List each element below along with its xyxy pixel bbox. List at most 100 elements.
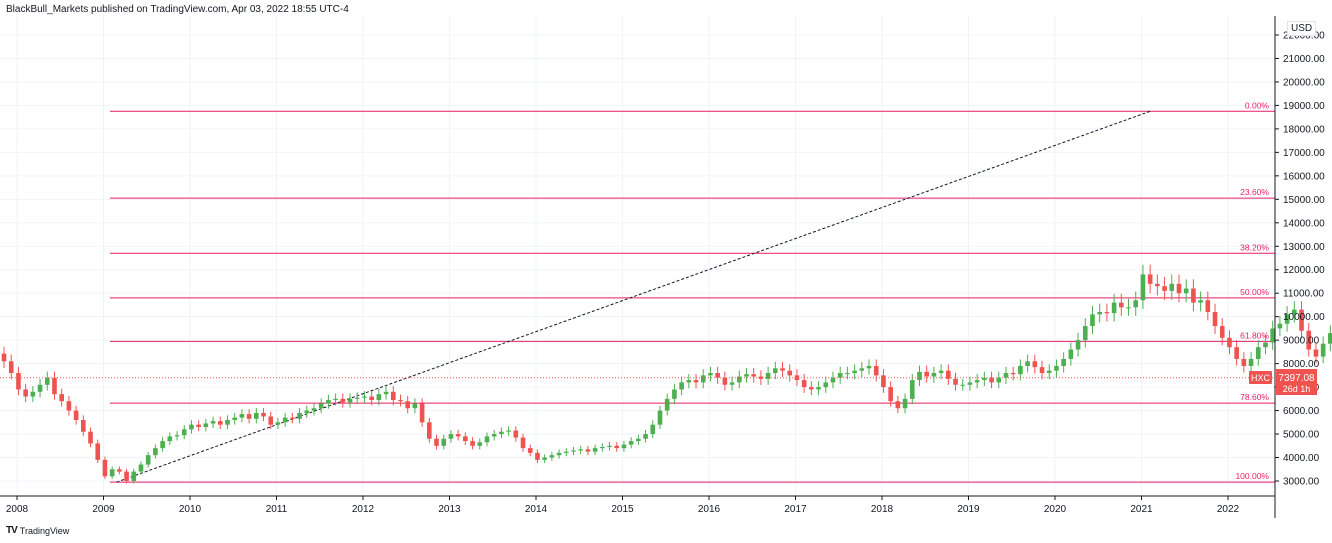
candle-body-down [873,365,879,376]
candle-body-up [254,412,259,419]
candle-body-down [1313,349,1319,357]
x-tick-label: 2014 [525,504,548,515]
candle-body-up [297,412,302,419]
candle-body-up [1003,373,1009,378]
candle-body-down [888,387,893,402]
candle-body-down [715,373,720,378]
candle-body-down [787,370,793,376]
candle-body-up [506,430,511,432]
candle-body-up [852,370,857,374]
candle-body-up [1328,333,1332,344]
candle-body-up [448,434,454,439]
candle-body-down [722,377,728,385]
candle-body-up [578,449,583,451]
candle-body-down [924,371,929,377]
candle-body-up [203,423,209,428]
candle-body-up [181,429,187,436]
candle-body-down [1176,283,1182,294]
candle-body-up [708,373,713,376]
candle-body-up [1255,347,1261,359]
candle-body-down [405,401,410,409]
candle-body-up [917,371,922,381]
symbol-price-label: HXC 7397.08 26d 1h [1249,369,1317,395]
y-tick-label: 5000.00 [1283,430,1320,441]
candle-body-down [953,378,958,385]
price-axis[interactable]: 3000.004000.005000.006000.007000.008000.… [1275,31,1325,488]
candle-body-down [946,370,951,379]
candle-body-down [513,430,519,438]
fib-level-label: 23.60% [1240,187,1269,197]
candle-body-up [174,435,180,437]
candle-body-down [340,398,346,403]
candle-body-down [1219,326,1225,338]
candle-body-down [455,434,461,437]
y-tick-label: 11000.00 [1283,289,1324,300]
candle-body-down [246,414,252,419]
candle-body-up [499,431,504,435]
candle-body-down [59,394,64,402]
y-tick-label: 3000.00 [1283,477,1320,488]
symbol-text: HXC [1251,373,1271,383]
candle-body-up [354,397,360,399]
candle-body-down [1227,337,1232,348]
candle-body-up [491,434,497,437]
candle-body-down [73,410,79,420]
candle-body-down [390,391,396,401]
candle-body-up [672,389,677,399]
candle-body-down [117,469,122,472]
candle-body-down [369,396,374,401]
x-tick-label: 2010 [179,504,202,515]
candle-body-up [621,444,627,449]
candle-body-up [383,391,389,395]
tradingview-brand: TradingView [19,525,70,536]
y-tick-label: 8000.00 [1283,359,1320,370]
candle-body-up [909,380,915,399]
tradingview-footer[interactable]: TV TradingView [6,525,69,536]
candle-body-up [326,400,331,404]
grid-lines [0,16,1275,496]
candle-body-up [1082,326,1088,341]
candle-body-down [52,377,57,395]
candle-body-up [131,471,137,481]
candle-body-up [736,376,742,383]
candle-body-up [729,382,735,385]
x-tick-label: 2018 [871,504,894,515]
candle-body-up [138,464,144,472]
y-tick-label: 4000.00 [1283,453,1320,464]
fibonacci-retracement[interactable]: 0.00% 23.60% 38.20% 50.00% 61.80% 78.60% 100.0… [110,100,1275,483]
candle-body-down [1212,311,1218,327]
candle-body-up [1284,314,1290,324]
fib-level-label: 50.00% [1240,287,1269,297]
candle-body-down [1,353,7,362]
candle-body-down [780,368,785,371]
candle-body-down [23,389,28,397]
candle-body-up [600,446,605,449]
time-axis[interactable]: 2008 2009 2010 2011 2012 2013 2014 2015 2016 2017… [6,496,1240,515]
candle-body-up [974,380,980,383]
candle-body-up [44,377,50,385]
candle-body-up [441,438,447,446]
fib-level-label: 0.00% [1245,100,1270,110]
candle-body-up [549,455,555,458]
candle-body-up [1140,274,1146,301]
candle-body-up [1025,361,1030,366]
x-tick-label: 2012 [352,504,375,515]
bar-countdown-text: 26d 1h [1283,384,1311,394]
x-tick-label: 2017 [784,504,807,515]
candle-body-up [1277,323,1283,329]
trend-line[interactable] [116,110,1151,483]
candle-body-down [463,436,468,442]
candle-body-up [318,403,324,409]
candle-body-up [1263,342,1268,348]
candle-body-up [938,370,944,374]
x-tick-label: 2022 [1217,504,1240,515]
candle-body-up [304,410,310,413]
candle-body-up [1126,307,1131,309]
candle-body-down [614,445,620,449]
last-price-text: 7397.08 [1278,373,1315,384]
symbol-tag [1249,371,1272,384]
tradingview-logo-icon: TV [6,525,18,536]
candle-body-up [643,434,648,439]
currency-label[interactable]: USD [1287,21,1317,36]
